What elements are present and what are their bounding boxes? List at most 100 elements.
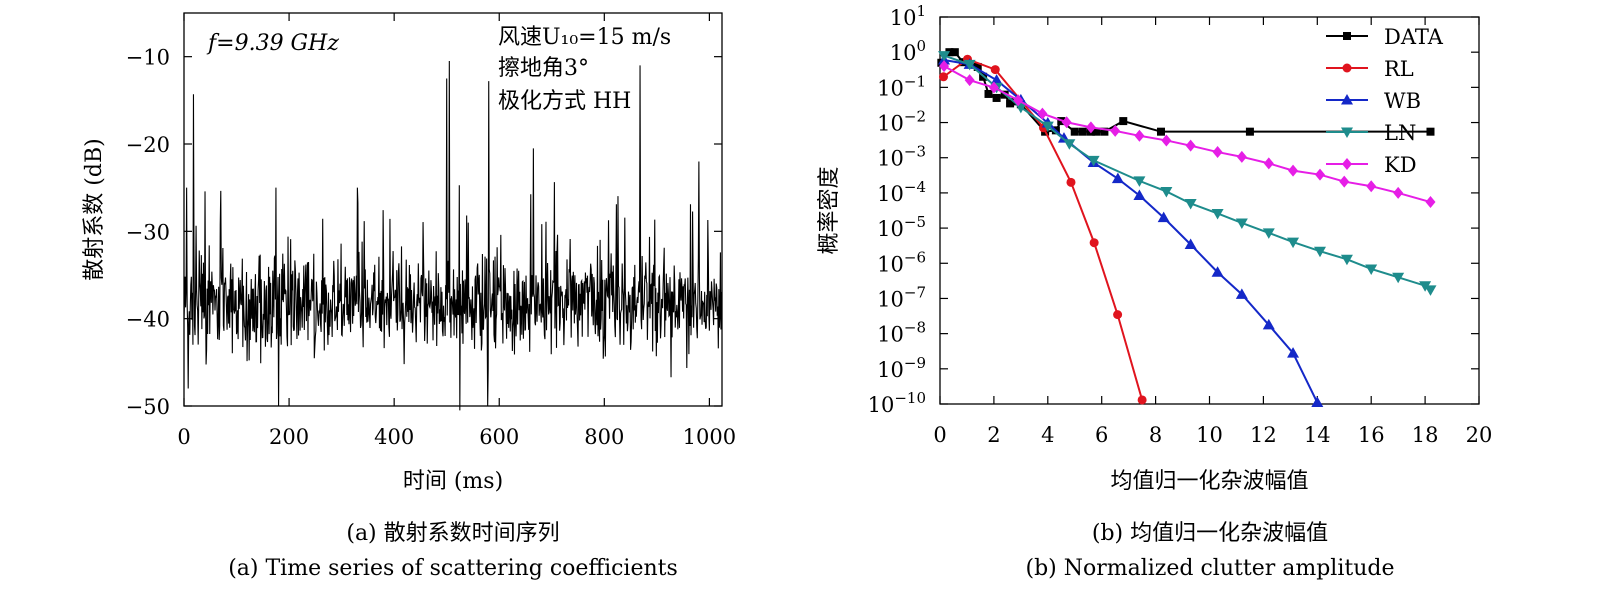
wind-speed-annotation: 风速U₁₀=15 m/s [498, 25, 671, 50]
x-axis-label: 时间 (ms) [403, 469, 503, 494]
legend-label-ln: LN [1384, 121, 1416, 145]
y-tick-label: −30 [126, 220, 170, 244]
ln-point [1424, 285, 1437, 296]
kd-point [1061, 116, 1072, 129]
y-tick-label: 10−2 [877, 108, 926, 136]
x-tick-label: 2 [987, 423, 1000, 447]
kd-point [1366, 180, 1377, 193]
legend-label-wb: WB [1384, 89, 1421, 113]
kd-point [1212, 146, 1223, 159]
y-tick-label: −20 [126, 133, 170, 157]
ln-point [938, 51, 951, 62]
wb-point [1111, 172, 1124, 184]
kd-point [1425, 196, 1436, 209]
ln-point [1160, 186, 1173, 198]
y-tick-label: 10−1 [877, 72, 926, 100]
wb-point [1262, 318, 1275, 330]
series-kd [939, 60, 1436, 209]
x-tick-label: 4 [1041, 423, 1054, 447]
y-tick-label: 10−3 [877, 143, 926, 171]
x-tick-label: 600 [479, 425, 519, 449]
time-series-panel: 0 200 400 600 800 1000 −10 −20 −30 −40 −50 时间 (ms) 散… [82, 12, 736, 581]
frequency-annotation: f=9.39 GHz [206, 31, 339, 56]
kd-point [1288, 164, 1299, 177]
kd-point [1185, 139, 1196, 152]
ln-point [1041, 121, 1054, 133]
plot-frame [183, 12, 723, 407]
ln-point [1133, 176, 1146, 187]
y-axis-label: 概率密度 [817, 166, 842, 254]
ln-point [1235, 218, 1248, 229]
legend-marker-kd [1342, 158, 1352, 170]
rl-point [1137, 395, 1147, 405]
kd-point [1013, 94, 1024, 107]
polarization-annotation: 极化方式 HH [498, 89, 631, 114]
x-tick-label: 6 [1095, 423, 1108, 447]
y-tick-label: 10−6 [877, 248, 926, 276]
x-tick-label: 12 [1250, 423, 1277, 447]
data-point [945, 48, 954, 57]
wb-line [943, 59, 1319, 403]
y-tick-label: 10−9 [877, 354, 926, 382]
kd-point [1037, 107, 1048, 120]
legend-label-data: DATA [1384, 25, 1444, 49]
ln-point [963, 59, 976, 71]
legend: DATA RL WB LN KD [1326, 25, 1444, 177]
ln-point [1419, 281, 1432, 292]
wb-point [1133, 189, 1146, 201]
rl-point [939, 72, 949, 82]
series-rl [939, 54, 1147, 405]
ln-point [1184, 198, 1197, 210]
x-tick-label: 1000 [683, 425, 736, 449]
ln-point [1365, 264, 1378, 275]
legend-marker-data [1343, 32, 1351, 40]
kd-point [1393, 186, 1404, 199]
kd-point [1134, 129, 1145, 142]
x-tick-label: 800 [584, 425, 624, 449]
legend-marker-wb [1341, 94, 1353, 105]
x-tick-label: 0 [177, 425, 190, 449]
ln-point [1392, 272, 1405, 284]
ln-point [1211, 208, 1224, 220]
data-point [984, 89, 993, 98]
data-point [992, 93, 1001, 102]
kd-point [988, 81, 999, 94]
x-tick-label: 400 [374, 425, 414, 449]
data-point [1426, 127, 1435, 136]
x-tick-label: 8 [1149, 423, 1162, 447]
legend-marker-ln [1341, 127, 1353, 138]
data-point [1156, 127, 1165, 136]
wb-point [1311, 396, 1324, 408]
y-axis-label: 散射系数 (dB) [82, 138, 107, 280]
kd-point [1161, 134, 1172, 147]
wb-point [1235, 288, 1248, 299]
kd-point [1314, 168, 1325, 181]
kd-point [1236, 150, 1247, 163]
kd-point [1339, 175, 1350, 188]
data-point [1006, 99, 1015, 108]
x-tick-label: 20 [1466, 423, 1493, 447]
y-tick-label: 10−7 [877, 283, 926, 311]
grazing-angle-annotation: 擦地角3° [498, 56, 589, 81]
ln-point [1262, 228, 1275, 239]
time-series-line [183, 61, 723, 411]
data-point [1100, 127, 1109, 136]
data-point [1245, 127, 1254, 136]
y-tick-label: 100 [890, 37, 926, 65]
pdf-panel: 0 2 4 6 8 10 12 14 16 18 20 101 100 10−1 10−2 10−3 10−4 1… [817, 2, 1492, 581]
y-tick-label: 101 [890, 2, 926, 30]
data-point [973, 62, 982, 71]
legend-label-rl: RL [1384, 57, 1414, 81]
y-tick-label: 10−4 [877, 178, 926, 206]
ln-point [1340, 254, 1353, 266]
caption-a-en: (a) Time series of scattering coefficien… [228, 556, 678, 581]
series-ln [938, 51, 1437, 296]
x-tick-label: 200 [269, 425, 309, 449]
data-point [1078, 127, 1087, 136]
y-tick-label: 10−5 [877, 213, 926, 241]
rl-point [1089, 238, 1099, 248]
wb-point [1184, 238, 1197, 249]
y-tick-label: 10−8 [877, 319, 926, 347]
ln-point [1063, 139, 1076, 150]
wb-point [1287, 347, 1300, 358]
